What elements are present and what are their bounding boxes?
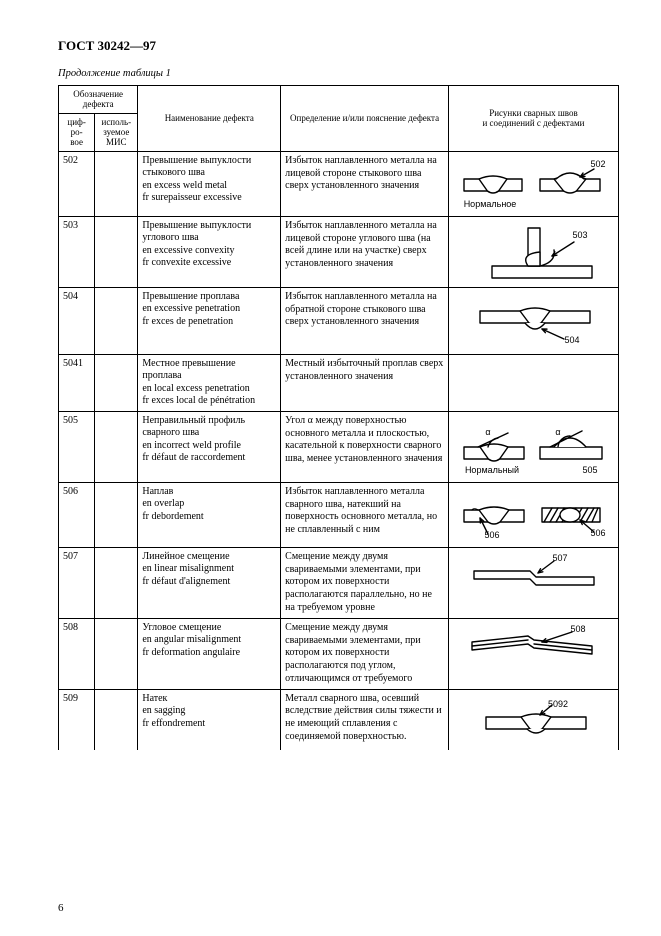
- table-row: 502 Превышение выпуклости стыкового шваen…: [59, 151, 619, 216]
- table-row: 509 Натекen saggingfr effondrementМеталл …: [59, 689, 619, 750]
- cell-code: 503: [59, 216, 95, 287]
- svg-text:506: 506: [485, 530, 500, 540]
- cell-name: Превышение выпуклости стыкового шваen ex…: [138, 151, 281, 216]
- weld-figure: 508: [453, 622, 614, 670]
- table-row: 503 Превышение выпуклости углового шваen …: [59, 216, 619, 287]
- table-row: 505 Неправильный профиль сварного шваen i…: [59, 411, 619, 482]
- cell-figure: 507: [448, 547, 618, 618]
- cell-code: 5041: [59, 354, 95, 411]
- cell-name: Превышение проплаваen excessive penetrat…: [138, 287, 281, 354]
- svg-text:508: 508: [571, 624, 586, 634]
- cell-mis: [95, 618, 138, 689]
- table-head: Обозначение дефекта Наименование дефекта…: [59, 86, 619, 152]
- doc-title: ГОСТ 30242—97: [58, 38, 619, 54]
- defects-table: Обозначение дефекта Наименование дефекта…: [58, 85, 619, 750]
- head-figures: Рисунки сварных швови соединений с дефек…: [448, 86, 618, 152]
- table-continuation: Продолжение таблицы 1: [58, 68, 619, 79]
- cell-code: 505: [59, 411, 95, 482]
- svg-text:Нормальное: Нормальное: [464, 199, 517, 209]
- table-row: 507 Линейное смещениеen linear misalignme…: [59, 547, 619, 618]
- cell-mis: [95, 411, 138, 482]
- cell-figure: 503: [448, 216, 618, 287]
- cell-name: Превышение выпуклости углового шваen exc…: [138, 216, 281, 287]
- table-row: 504 Превышение проплаваen excessive penet…: [59, 287, 619, 354]
- cell-figure: α α Нормальный 505: [448, 411, 618, 482]
- weld-figure: 503: [453, 220, 614, 284]
- cell-code: 509: [59, 689, 95, 750]
- cell-figure: 504: [448, 287, 618, 354]
- head-code-num: циф-ро-вое: [59, 113, 95, 151]
- cell-figure: 502 Нормальное: [448, 151, 618, 216]
- cell-figure: 5092: [448, 689, 618, 750]
- svg-text:α: α: [556, 427, 561, 437]
- cell-figure: 506 506: [448, 482, 618, 547]
- cell-mis: [95, 287, 138, 354]
- weld-figure: 507: [453, 551, 614, 599]
- cell-code: 508: [59, 618, 95, 689]
- cell-code: 506: [59, 482, 95, 547]
- svg-text:505: 505: [583, 465, 598, 475]
- cell-name: Линейное смещениеen linear misalignmentf…: [138, 547, 281, 618]
- cell-figure: [448, 354, 618, 411]
- cell-name: Местное превышение проплаваen local exce…: [138, 354, 281, 411]
- cell-definition: Местный избыточный проплав сверх установ…: [281, 354, 449, 411]
- weld-figure: [453, 358, 614, 360]
- head-definition: Определение и/или пояснение дефекта: [281, 86, 449, 152]
- cell-code: 504: [59, 287, 95, 354]
- cell-mis: [95, 482, 138, 547]
- cell-name: Угловое смещениеen angular misalignmentf…: [138, 618, 281, 689]
- table-row: 506 Наплавen overlapfr debordementИзбыток…: [59, 482, 619, 547]
- weld-figure: 5092: [453, 693, 614, 747]
- cell-definition: Избыток наплавленного металла на лицевой…: [281, 216, 449, 287]
- cell-mis: [95, 354, 138, 411]
- cell-definition: Избыток наплавленного металла сварного ш…: [281, 482, 449, 547]
- cell-definition: Избыток наплавленного металла на обратно…: [281, 287, 449, 354]
- cell-figure: 508: [448, 618, 618, 689]
- svg-text:α: α: [486, 427, 491, 437]
- weld-figure: 502 Нормальное: [453, 155, 614, 213]
- head-name: Наименование дефекта: [138, 86, 281, 152]
- table-row: 508 Угловое смещениеen angular misalignme…: [59, 618, 619, 689]
- page: ГОСТ 30242—97 Продолжение таблицы 1 Обоз…: [0, 0, 661, 936]
- cell-name: Натекen saggingfr effondrement: [138, 689, 281, 750]
- cell-code: 502: [59, 151, 95, 216]
- cell-definition: Смещение между двумя свариваемыми элемен…: [281, 547, 449, 618]
- head-code-mis: исполь-зуемоеМИС: [95, 113, 138, 151]
- svg-text:503: 503: [573, 230, 588, 240]
- svg-text:5092: 5092: [548, 699, 568, 709]
- weld-figure: 506 506: [453, 486, 614, 544]
- weld-figure: 504: [453, 291, 614, 351]
- cell-definition: Смещение между двумя свариваемыми элемен…: [281, 618, 449, 689]
- svg-text:Нормальный: Нормальный: [465, 465, 519, 475]
- table-row: 5041 Местное превышение проплаваen local …: [59, 354, 619, 411]
- weld-figure: α α Нормальный 505: [453, 415, 614, 479]
- svg-text:504: 504: [565, 335, 580, 345]
- cell-mis: [95, 216, 138, 287]
- cell-name: Неправильный профиль сварного шваen inco…: [138, 411, 281, 482]
- cell-mis: [95, 547, 138, 618]
- page-number: 6: [58, 902, 64, 914]
- cell-definition: Металл сварного шва, осевший вследствие …: [281, 689, 449, 750]
- cell-definition: Угол α между поверхностью основного мета…: [281, 411, 449, 482]
- cell-code: 507: [59, 547, 95, 618]
- cell-mis: [95, 151, 138, 216]
- cell-definition: Избыток наплавленного металла на лицевой…: [281, 151, 449, 216]
- cell-name: Наплавen overlapfr debordement: [138, 482, 281, 547]
- svg-text:502: 502: [591, 159, 606, 169]
- svg-text:507: 507: [553, 553, 568, 563]
- head-designation: Обозначение дефекта: [59, 86, 138, 114]
- svg-text:506: 506: [591, 528, 606, 538]
- table-body: 502 Превышение выпуклости стыкового шваen…: [59, 151, 619, 749]
- cell-mis: [95, 689, 138, 750]
